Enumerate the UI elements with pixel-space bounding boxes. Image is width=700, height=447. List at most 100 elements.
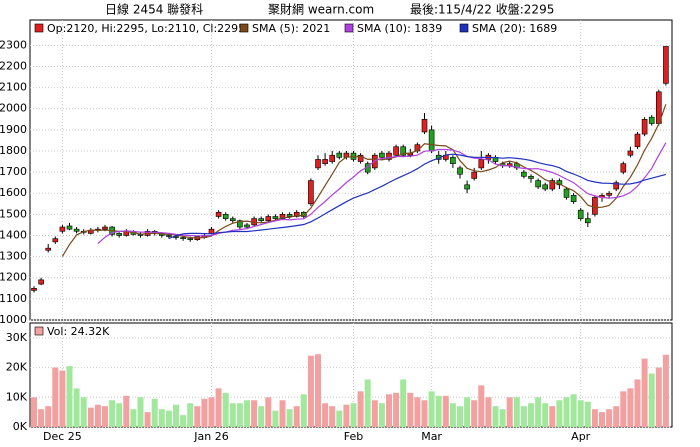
candle-body	[300, 211, 307, 217]
volume-bar	[236, 403, 243, 427]
volume-bar	[87, 407, 94, 427]
candle-body	[641, 118, 648, 135]
volume-bar	[655, 367, 662, 427]
volume-bar	[620, 391, 627, 427]
volume-bar	[144, 412, 151, 427]
candle-body	[428, 129, 435, 152]
volume-bar	[222, 392, 229, 427]
candle-body	[102, 226, 108, 230]
volume-bar	[102, 406, 108, 427]
volume-bar	[528, 403, 534, 427]
x-tick-label: Dec 25	[43, 430, 82, 443]
candle-body	[663, 46, 669, 84]
volume-bar	[94, 404, 101, 427]
x-tick-label: Feb	[344, 430, 363, 443]
x-tick-label: Mar	[421, 430, 442, 443]
y-tick-label: 0K	[13, 420, 28, 433]
volume-bar	[641, 358, 648, 427]
candle-body	[584, 218, 591, 224]
candle-body	[265, 216, 272, 222]
volume-bar	[442, 395, 449, 427]
candle-body	[116, 233, 122, 236]
volume-bar	[371, 400, 378, 427]
volume-bar	[520, 406, 527, 427]
y-tick-label: 30K	[6, 331, 28, 344]
candle-body	[648, 116, 655, 124]
volume-bar	[66, 366, 73, 427]
y-tick-label: 1200	[0, 271, 27, 284]
volume-bar	[80, 397, 87, 427]
candle-body	[556, 180, 563, 186]
y-tick-label: 2300	[0, 38, 27, 51]
volume-bar	[577, 400, 584, 427]
volume-bar	[606, 409, 613, 427]
candle-body	[166, 235, 172, 237]
candle-body	[329, 154, 336, 162]
candle-body	[379, 152, 385, 158]
candle-body	[450, 157, 456, 164]
volume-bar	[38, 409, 45, 427]
candle-body	[592, 197, 598, 215]
candle-body	[570, 195, 577, 202]
candle-body	[549, 180, 556, 190]
volume-bar	[123, 395, 130, 427]
legend-swatch	[34, 326, 44, 336]
stock-name: 日線 2454 聯發科	[105, 2, 203, 17]
candle-body	[315, 159, 321, 169]
volume-bar	[52, 367, 59, 427]
volume-bar	[563, 397, 570, 427]
volume-bar	[400, 379, 407, 427]
candle-body	[308, 180, 314, 205]
legend-swatch	[239, 23, 249, 33]
candle-body	[45, 247, 52, 251]
candle-body	[471, 171, 478, 179]
y-tick-label: 1600	[0, 186, 27, 199]
y-tick-label: 1800	[0, 144, 27, 157]
volume-bar	[130, 409, 137, 427]
candle-body	[59, 226, 66, 232]
y-tick-label: 1500	[0, 207, 27, 220]
candle-body	[627, 150, 634, 156]
legend-text: SMA (10): 1839	[357, 22, 442, 35]
y-tick-label: 1700	[0, 165, 27, 178]
volume-bar	[244, 400, 250, 427]
candle-body	[386, 152, 392, 160]
volume-bar	[45, 406, 52, 427]
candle-body	[357, 154, 364, 162]
volume-bar	[599, 412, 605, 427]
candle-body	[577, 209, 584, 219]
volume-bar	[116, 403, 123, 427]
candle-body	[244, 224, 250, 228]
legend-text: SMA (20): 1689	[472, 22, 557, 35]
candle-body	[563, 188, 570, 198]
candle-body	[457, 167, 463, 175]
volume-bar	[506, 397, 513, 427]
volume-bar	[457, 406, 463, 427]
volume-bar	[662, 354, 669, 427]
volume-bar	[364, 379, 371, 427]
legend-swatch	[344, 23, 354, 33]
volume-bar	[634, 379, 641, 427]
candle-body	[521, 171, 527, 177]
volume-bar	[73, 388, 80, 427]
candle-body	[208, 228, 215, 234]
volume-bar	[613, 406, 620, 427]
volume-bar	[421, 400, 428, 427]
legend-swatch	[459, 23, 469, 33]
volume-bar	[584, 401, 591, 427]
volume-bar	[513, 397, 520, 427]
volume-bar	[329, 406, 336, 427]
volume-bar	[165, 410, 172, 427]
legend-swatch	[34, 23, 44, 33]
candle-body	[535, 180, 541, 188]
candle-body	[52, 238, 59, 243]
y-tick-label: 20K	[6, 361, 28, 374]
volume-bar	[194, 406, 201, 427]
volume-bar	[414, 397, 421, 427]
legend-text: SMA (5): 2021	[252, 22, 330, 35]
volume-bar	[336, 410, 343, 427]
y-tick-label: 1100	[0, 292, 27, 305]
volume-bar	[591, 409, 598, 427]
